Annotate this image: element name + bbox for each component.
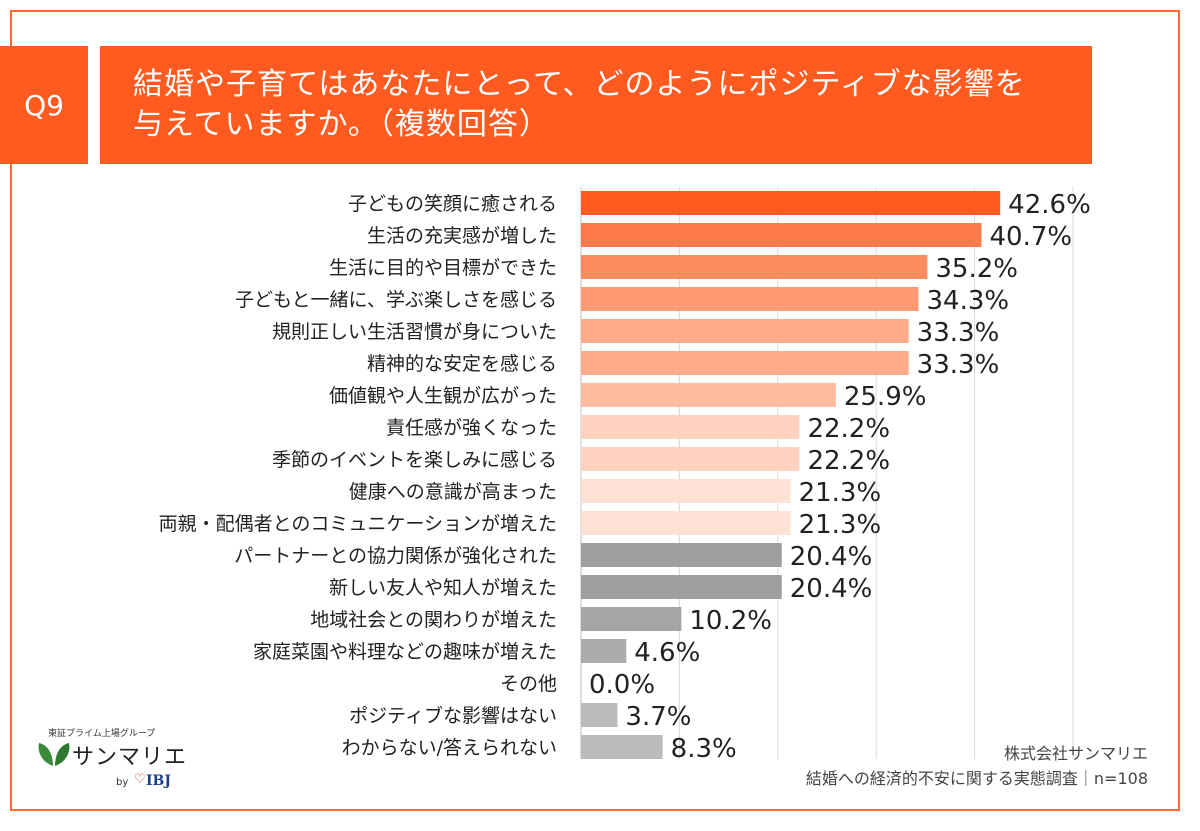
bar [581,543,782,567]
value-label: 25.9% [844,382,927,412]
bar [581,607,682,631]
category-label: 生活に目的や目標ができた [329,257,557,279]
source-company: 株式会社サンマリエ [1003,744,1148,763]
value-label: 42.6% [1008,190,1091,220]
category-label: 新しい友人や知人が増えた [329,577,557,599]
question-number-badge: Q9 [0,46,88,164]
category-label: 責任感が強くなった [386,417,557,439]
partner-name: IBJ [146,773,172,789]
question-title-line-2: 与えていますか。（複数回答） [133,107,550,142]
bar [581,703,618,727]
bar [581,415,800,439]
brand-by: by [116,777,129,788]
value-label: 0.0% [589,670,655,700]
bar [581,575,782,599]
category-label: 子どもの笑顔に癒される [348,193,557,215]
category-label: わからない/答えられない [342,737,557,759]
category-label: その他 [500,673,557,695]
bar [581,351,909,375]
value-label: 21.3% [799,510,882,540]
value-label: 33.3% [917,318,1000,348]
category-label: 価値観や人生観が広がった [329,385,557,407]
bar [581,191,1001,215]
value-label: 8.3% [671,734,737,764]
bar [581,447,800,471]
category-label: パートナーとの協力関係が強化された [234,545,557,567]
value-label: 10.2% [689,606,772,636]
bar [581,511,791,535]
bar [581,255,928,279]
bar [581,319,909,343]
bar [581,735,663,759]
value-label: 4.6% [634,638,700,668]
bar [581,383,836,407]
source-note: 株式会社サンマリエ 結婚への経済的不安に関する実態調査｜n=108 [806,741,1148,791]
value-label: 35.2% [935,254,1018,284]
category-label: 子どもと一緒に、学ぶ楽しさを感じる [235,289,557,311]
value-label: 33.3% [917,350,1000,380]
category-label: 精神的な安定を感じる [367,353,557,375]
category-label: 健康への意識が高まった [349,481,557,503]
bar [581,479,791,503]
category-label: 規則正しい生活習慣が身についた [272,321,557,343]
category-label: 両親・配偶者とのコミュニケーションが増えた [159,513,557,535]
category-label: ポジティブな影響はない [349,704,557,727]
bar [581,287,919,311]
bar [581,223,982,247]
brand-caption: 東証プライム上場グループ [48,729,156,739]
value-label: 3.7% [625,702,691,732]
category-label: 家庭菜園や料理などの趣味が増えた [253,641,557,663]
value-label: 20.4% [790,542,873,572]
question-title-line-1: 結婚や子育てはあなたにとって、どのようにポジティブな影響を [133,67,1026,102]
leaf-logo-icon [38,743,70,766]
brand-name: サンマリエ [72,745,188,770]
source-survey: 結婚への経済的不安に関する実態調査｜n=108 [805,769,1148,788]
category-label: 季節のイベントを楽しみに感じる [272,449,557,471]
value-label: 22.2% [807,414,890,444]
value-label: 21.3% [799,478,882,508]
category-label: 生活の充実感が増した [367,225,557,247]
value-label: 20.4% [790,574,873,604]
page-frame [10,10,1180,811]
value-label: 34.3% [927,286,1010,316]
heart-icon: ♡ [134,772,146,787]
value-label: 40.7% [989,222,1072,252]
category-label: 地域社会との関わりが増えた [310,609,557,631]
value-label: 22.2% [807,446,890,476]
bar [581,639,627,663]
brand-logo: 東証プライム上場グループ サンマリエ by ♡ IBJ [34,726,188,796]
question-title: 結婚や子育てはあなたにとって、どのようにポジティブな影響を 与えていますか。（複… [100,46,1092,164]
question-number: Q9 [24,88,64,122]
